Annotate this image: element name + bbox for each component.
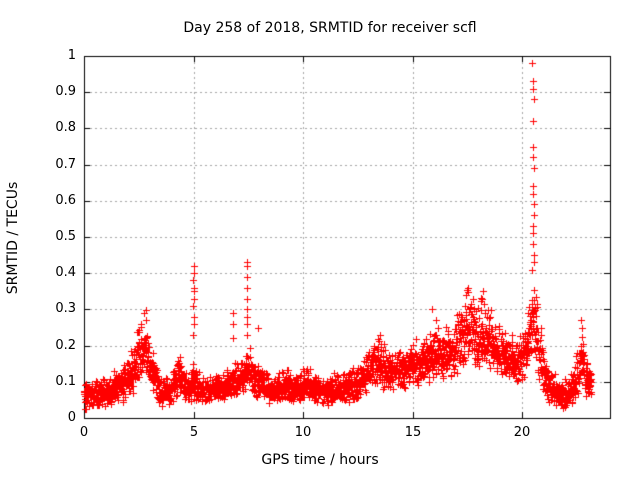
y-tick-label: 1	[67, 48, 76, 63]
y-tick-label: 0.5	[55, 229, 76, 244]
y-axis-label: SRMTID / TECUs	[5, 181, 21, 295]
y-tick-label: 0.4	[55, 265, 76, 280]
x-axis-label: GPS time / hours	[261, 452, 379, 468]
y-tick-label: 0.7	[55, 157, 76, 172]
y-tick-label: 0.9	[55, 84, 76, 99]
x-tick-label: 20	[513, 425, 531, 440]
y-tick-label: 0.8	[55, 120, 76, 135]
y-tick-label: 0.2	[55, 338, 76, 353]
chart-title: Day 258 of 2018, SRMTID for receiver scf…	[183, 20, 477, 36]
y-tick-label: 0	[67, 410, 76, 425]
x-tick-label: 0	[79, 425, 89, 440]
x-tick-label: 5	[189, 425, 199, 440]
x-tick-label: 15	[404, 425, 422, 440]
y-tick-label: 0.6	[55, 193, 76, 208]
y-tick-label: 0.3	[55, 301, 76, 316]
y-tick-label: 0.1	[55, 374, 76, 389]
x-tick-label: 10	[294, 425, 312, 440]
